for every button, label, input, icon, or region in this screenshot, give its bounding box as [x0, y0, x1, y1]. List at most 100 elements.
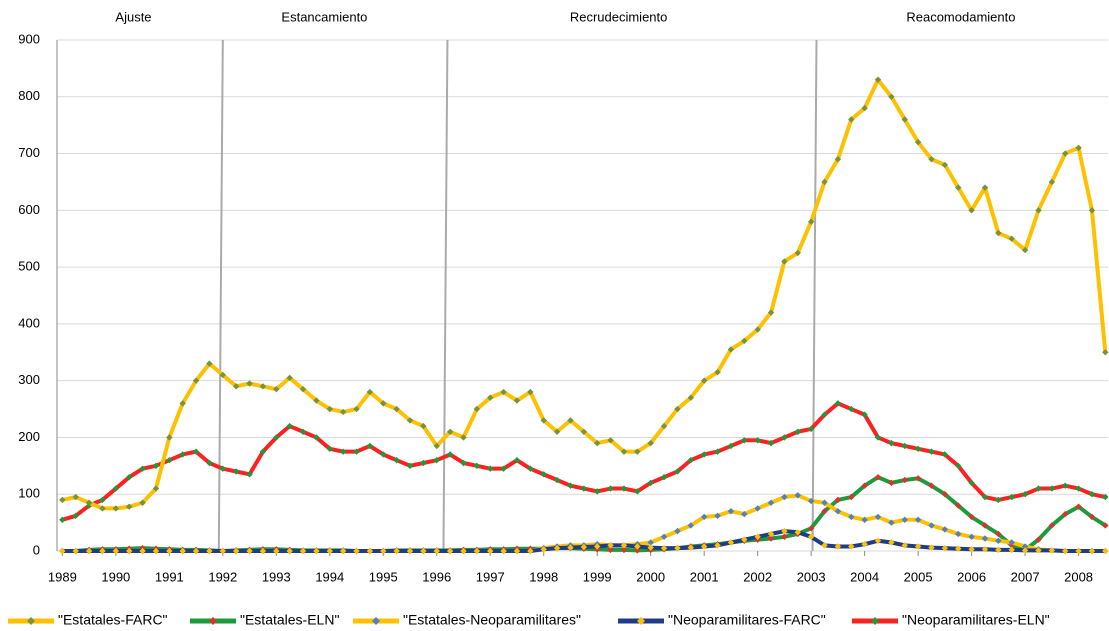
- marker: [1062, 510, 1069, 518]
- marker: [500, 388, 507, 396]
- marker: [700, 543, 708, 550]
- marker: [246, 471, 253, 478]
- marker: [727, 508, 735, 515]
- marker: [433, 547, 440, 555]
- y-tick-label: 100: [18, 486, 40, 501]
- marker: [888, 93, 895, 100]
- marker: [1062, 482, 1069, 489]
- marker: [179, 547, 186, 555]
- marker: [366, 388, 374, 396]
- marker: [487, 394, 494, 401]
- marker: [473, 405, 481, 413]
- marker: [848, 513, 855, 521]
- marker: [112, 485, 120, 492]
- marker: [85, 499, 93, 506]
- period-label: Estancamiento: [281, 9, 367, 24]
- marker: [607, 542, 614, 549]
- marker: [874, 537, 882, 544]
- marker: [126, 473, 133, 481]
- marker: [1062, 547, 1069, 555]
- x-tick-label: 1991: [155, 569, 184, 584]
- marker: [1062, 150, 1069, 157]
- marker: [754, 505, 761, 512]
- y-tick-label: 0: [33, 542, 40, 557]
- marker: [594, 488, 601, 495]
- marker: [941, 491, 949, 498]
- period-label: Recrudecimiento: [570, 9, 668, 24]
- legend-label: "Estatales-Neoparamilitares": [403, 612, 581, 628]
- marker: [366, 442, 374, 450]
- x-tick-label: 2005: [904, 569, 933, 584]
- marker: [727, 539, 735, 546]
- marker: [540, 471, 547, 478]
- marker: [941, 544, 949, 552]
- marker: [995, 537, 1002, 544]
- marker: [741, 536, 748, 543]
- marker: [500, 547, 507, 555]
- x-tick-label: 1994: [315, 569, 344, 584]
- marker: [353, 405, 360, 413]
- marker: [246, 380, 253, 387]
- marker: [834, 508, 842, 515]
- marker: [1008, 539, 1015, 546]
- marker: [888, 539, 895, 546]
- marker: [834, 543, 842, 550]
- marker: [714, 542, 721, 549]
- marker: [527, 547, 534, 555]
- marker: [607, 437, 614, 444]
- marker: [781, 434, 788, 441]
- marker: [152, 462, 160, 470]
- x-tick-label: 1992: [208, 569, 237, 584]
- y-tick-label: 900: [18, 31, 40, 46]
- marker: [807, 497, 815, 505]
- marker: [634, 543, 641, 550]
- marker: [914, 543, 922, 550]
- marker: [874, 513, 882, 521]
- marker: [232, 468, 240, 475]
- marker: [259, 383, 267, 390]
- marker: [874, 473, 882, 481]
- marker: [1048, 522, 1056, 529]
- marker: [433, 456, 440, 464]
- marker: [487, 547, 494, 555]
- marker: [928, 544, 935, 551]
- marker: [620, 542, 628, 549]
- y-tick-label: 700: [18, 145, 40, 160]
- period-label: Reacomodamiento: [906, 9, 1015, 24]
- x-tick-label: 1999: [583, 569, 612, 584]
- marker: [821, 508, 828, 515]
- marker: [848, 116, 855, 123]
- marker: [781, 527, 788, 535]
- marker: [192, 547, 200, 555]
- marker: [807, 218, 815, 225]
- marker: [527, 465, 534, 472]
- marker: [1075, 547, 1082, 555]
- marker: [179, 400, 186, 407]
- marker: [59, 547, 66, 555]
- marker: [914, 516, 922, 523]
- marker: [206, 547, 213, 555]
- marker: [192, 377, 200, 384]
- marker: [366, 547, 374, 555]
- marker: [553, 428, 561, 435]
- x-tick-label: 1996: [422, 569, 451, 584]
- x-tick-label: 1998: [529, 569, 558, 584]
- marker: [553, 544, 561, 552]
- marker: [567, 417, 574, 424]
- marker: [487, 465, 494, 472]
- marker: [647, 479, 654, 487]
- legend-marker: [871, 617, 879, 625]
- marker: [72, 547, 79, 555]
- marker: [928, 522, 935, 529]
- marker: [567, 544, 574, 551]
- marker: [687, 522, 695, 529]
- marker: [674, 527, 681, 535]
- marker: [634, 488, 641, 495]
- marker: [861, 516, 868, 523]
- marker: [848, 543, 855, 550]
- marker: [968, 546, 975, 553]
- marker: [647, 439, 654, 447]
- marker: [460, 434, 467, 441]
- marker: [874, 434, 882, 441]
- marker: [727, 346, 735, 353]
